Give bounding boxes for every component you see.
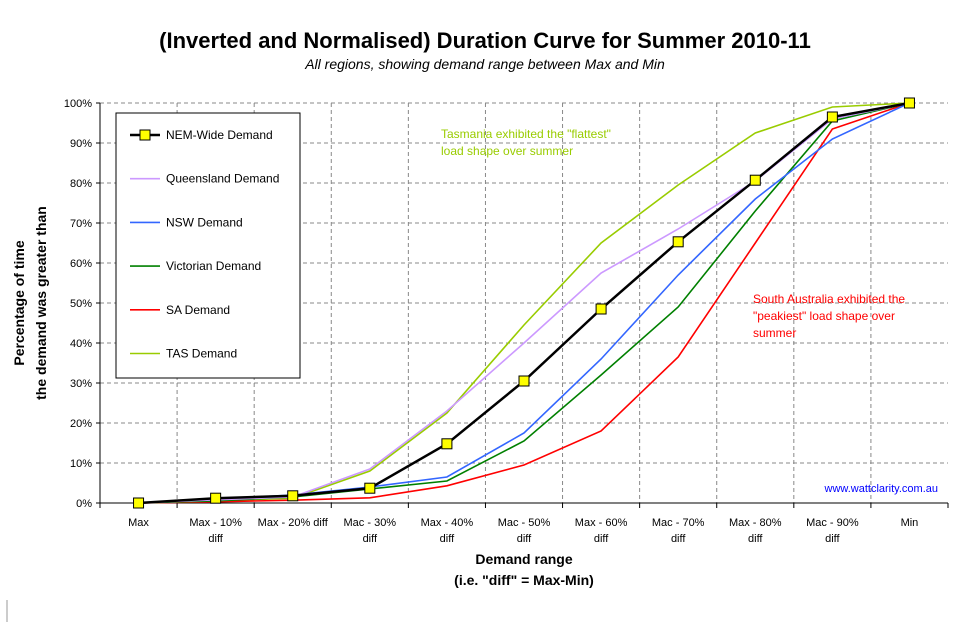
- series-line-sa-demand: [138, 102, 910, 504]
- x-tick-label: Max - 20% diff: [258, 517, 329, 529]
- x-tick-label: Mac - 30%: [344, 517, 397, 529]
- data-point-marker: [595, 303, 607, 315]
- x-tick-label: diff: [671, 533, 686, 545]
- legend-label: TAS Demand: [166, 347, 237, 361]
- data-point-marker: [672, 236, 684, 248]
- x-tick-label: Max - 10%: [189, 517, 242, 529]
- annotation-text: Tasmania exhibited the "flattest": [441, 127, 611, 141]
- x-tick-label: diff: [594, 533, 609, 545]
- y-tick-label: 100%: [64, 98, 92, 110]
- x-axis-title: (i.e. "diff" = Max-Min): [454, 572, 594, 588]
- data-point-marker: [903, 97, 915, 109]
- legend-label: SA Demand: [166, 303, 230, 317]
- y-axis-title: the demand was greater than: [33, 206, 49, 400]
- legend-label: NSW Demand: [166, 215, 243, 229]
- legend-label: Victorian Demand: [166, 259, 261, 273]
- data-point-marker: [441, 438, 453, 450]
- data-point-marker: [287, 490, 299, 502]
- x-tick-label: diff: [440, 533, 455, 545]
- x-tick-label: Mac - 70%: [652, 517, 705, 529]
- chart-title: (Inverted and Normalised) Duration Curve…: [159, 28, 811, 53]
- annotation-text: South Australia exhibited the: [753, 292, 905, 306]
- y-tick-label: 40%: [70, 338, 92, 350]
- legend-label: NEM-Wide Demand: [166, 128, 273, 142]
- legend-marker: [139, 129, 151, 141]
- data-point-marker: [518, 375, 530, 387]
- y-tick-label: 10%: [70, 458, 92, 470]
- legend-box: [115, 112, 301, 379]
- x-axis-title: Demand range: [475, 551, 572, 567]
- y-tick-label: 50%: [70, 298, 92, 310]
- x-tick-label: diff: [208, 533, 223, 545]
- x-tick-label: Mac - 90%: [806, 517, 859, 529]
- y-tick-label: 20%: [70, 418, 92, 430]
- x-tick-label: Max - 80%: [729, 517, 782, 529]
- x-tick-label: diff: [517, 533, 532, 545]
- y-tick-label: 70%: [70, 218, 92, 230]
- x-tick-label: diff: [363, 533, 378, 545]
- y-axis-title: Percentage of time: [11, 240, 27, 365]
- x-tick-label: Max - 40%: [421, 517, 474, 529]
- data-point-marker: [749, 174, 761, 186]
- x-tick-label: Min: [901, 517, 919, 529]
- chart-subtitle: All regions, showing demand range betwee…: [305, 56, 665, 72]
- legend-label: Queensland Demand: [166, 172, 279, 186]
- watermark-url: www.wattclarity.com.au: [824, 483, 939, 495]
- annotation-text: load shape over summer: [441, 144, 573, 158]
- y-tick-label: 90%: [70, 138, 92, 150]
- y-tick-label: 30%: [70, 378, 92, 390]
- data-point-marker: [826, 111, 838, 123]
- x-tick-label: Mac - 50%: [498, 517, 551, 529]
- data-point-marker: [364, 482, 376, 494]
- x-tick-label: Max: [128, 517, 149, 529]
- annotation-text: "peakiest" load shape over: [753, 309, 895, 323]
- y-tick-label: 80%: [70, 178, 92, 190]
- y-tick-label: 60%: [70, 258, 92, 270]
- annotation-text: summer: [753, 326, 796, 340]
- x-tick-label: Max - 60%: [575, 517, 628, 529]
- x-tick-label: diff: [748, 533, 763, 545]
- data-point-marker: [210, 492, 222, 504]
- x-tick-label: diff: [825, 533, 840, 545]
- data-point-marker: [133, 497, 145, 509]
- y-tick-label: 0%: [76, 498, 92, 510]
